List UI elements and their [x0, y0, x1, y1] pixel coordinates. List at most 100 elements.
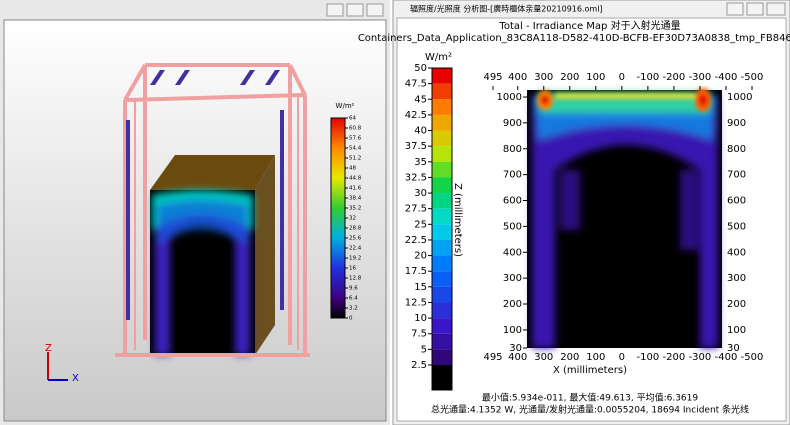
colorbar-tick-label: 54.4: [349, 146, 362, 152]
x-tick-label: 200: [560, 72, 579, 83]
colorbar-tick-label: 40: [414, 126, 427, 137]
y-tick-label: 200: [727, 299, 746, 310]
colorbar-cell: [432, 83, 452, 100]
colorbar-tick-label: 3.2: [349, 306, 358, 312]
colorbar-cell: [432, 224, 452, 240]
colorbar-cell: [432, 146, 452, 162]
colorbar-unit: W/m²: [336, 102, 355, 110]
colorbar-cell: [432, 68, 452, 84]
x-axis-label: X (millimeters): [553, 365, 627, 376]
colorbar-tick-label: 7.5: [411, 329, 427, 340]
y-tick-label: 300: [503, 273, 522, 284]
window-buttons[interactable]: [326, 3, 384, 17]
stats-line: 最小值:5.934e-011, 最大值:49.613, 平均值:6.3619: [482, 392, 699, 404]
x-tick-label: -300: [689, 352, 712, 363]
colorbar-tick-label: 35: [414, 157, 427, 168]
colorbar-tick-label: 37.5: [405, 141, 427, 152]
colorbar-tick-label: 44.8: [349, 176, 362, 182]
colorbar-tick-label: 48: [349, 166, 356, 172]
x-tick-label: 400: [508, 352, 527, 363]
x-tick-label: -200: [663, 72, 686, 83]
colorbar: [330, 117, 346, 319]
window-title: 辐照度/光照度 分析图-[廣時櫃体亲量20210916.oml]: [410, 4, 603, 14]
stats-line: 总光通量:4.1352 W, 光通量/发射光通量:0.0055204, 1869…: [431, 404, 749, 416]
y-tick-label: 30: [727, 343, 740, 354]
chart-title: Total - Irradiance Map 对于入射光通量: [498, 19, 680, 32]
colorbar-tick-label: 45: [414, 94, 427, 105]
axis-label: Z: [45, 343, 52, 354]
colorbar-tick-label: 25: [414, 219, 427, 230]
y-tick-label: 500: [503, 221, 522, 232]
x-tick-label: 400: [508, 72, 527, 83]
colorbar-tick-label: 25.6: [349, 236, 362, 242]
colorbar-tick-label: 6.4: [349, 296, 358, 302]
colorbar-tick-label: 10: [414, 313, 427, 324]
y-tick-label: 30: [509, 343, 522, 354]
colorbar-tick-label: 30: [414, 188, 427, 199]
y-tick-label: 800: [727, 144, 746, 155]
x-tick-label: -500: [741, 352, 764, 363]
y-tick-label: 400: [503, 247, 522, 258]
colorbar-tick-label: 15: [414, 282, 427, 293]
colorbar-tick-label: 28.8: [349, 226, 362, 232]
colorbar-cell: [432, 130, 452, 147]
colorbar-tick-label: 17.5: [405, 266, 427, 277]
colorbar-tick-label: 64: [349, 116, 356, 122]
y-tick-label: 200: [503, 299, 522, 310]
colorbar-tick-label: 50: [414, 63, 427, 74]
y-tick-label: 800: [503, 144, 522, 155]
colorbar-cell: [432, 271, 452, 287]
x-tick-label: -400: [715, 72, 738, 83]
colorbar-tick-label: 5: [421, 344, 427, 355]
y-tick-label: 100: [727, 325, 746, 336]
colorbar-tick-label: 22.4: [349, 246, 362, 252]
x-tick-label: 495: [483, 72, 502, 83]
y-tick-label: 300: [727, 273, 746, 284]
window-buttons[interactable]: [726, 2, 786, 16]
colorbar-cell: [432, 302, 452, 319]
x-tick-label: 495: [483, 352, 502, 363]
axis-label: X: [72, 373, 79, 384]
scene: [115, 63, 310, 357]
colorbar-tick-label: 32.5: [405, 172, 427, 183]
y-tick-label: 700: [503, 170, 522, 181]
y-tick-label: 500: [727, 221, 746, 232]
x-tick-label: 100: [586, 352, 605, 363]
y-tick-label: 100: [503, 325, 522, 336]
colorbar-tick-label: 22.5: [405, 235, 427, 246]
colorbar-tick-label: 38.4: [349, 196, 362, 202]
x-tick-label: 0: [619, 352, 625, 363]
chart-subtitle: Containers_Data_Application_83C8A118-D58…: [358, 33, 790, 44]
x-tick-label: -500: [741, 72, 764, 83]
x-tick-label: 300: [534, 72, 553, 83]
colorbar-tick-label: 51.2: [349, 156, 361, 162]
x-tick-label: 0: [619, 72, 625, 83]
colorbar-cell: [432, 349, 452, 365]
colorbar-tick-label: 41.6: [349, 186, 362, 192]
colorbar-cell: [432, 114, 452, 131]
colorbar-tick-label: 47.5: [405, 79, 427, 90]
axis-triad: [47, 352, 68, 381]
y-tick-label: 900: [503, 118, 522, 129]
colorbar-cell: [432, 239, 452, 256]
colorbar-tick-label: 12.8: [349, 276, 362, 282]
colorbar-tick-label: 0: [349, 316, 353, 322]
y-tick-label: 400: [727, 247, 746, 258]
colorbar-tick-label: 27.5: [405, 204, 427, 215]
colorbar-cell: [432, 177, 452, 194]
y-tick-label: 900: [727, 118, 746, 129]
x-tick-label: 200: [560, 352, 579, 363]
colorbar-cell: [432, 161, 452, 178]
x-tick-label: -400: [715, 352, 738, 363]
colorbar-tick-label: 19.2: [349, 256, 361, 262]
colorbar-tick-label: 20: [414, 251, 427, 262]
colorbar-cell: [432, 333, 452, 350]
y-tick-label: 1000: [727, 92, 752, 103]
y-axis-label: Z (millimeters): [452, 183, 463, 257]
x-tick-label: 100: [586, 72, 605, 83]
colorbar-cell: [432, 318, 452, 334]
colorbar-tick-label: 32: [349, 216, 356, 222]
colorbar-cell: [432, 99, 452, 115]
colorbar-tick-label: 12.5: [405, 297, 427, 308]
